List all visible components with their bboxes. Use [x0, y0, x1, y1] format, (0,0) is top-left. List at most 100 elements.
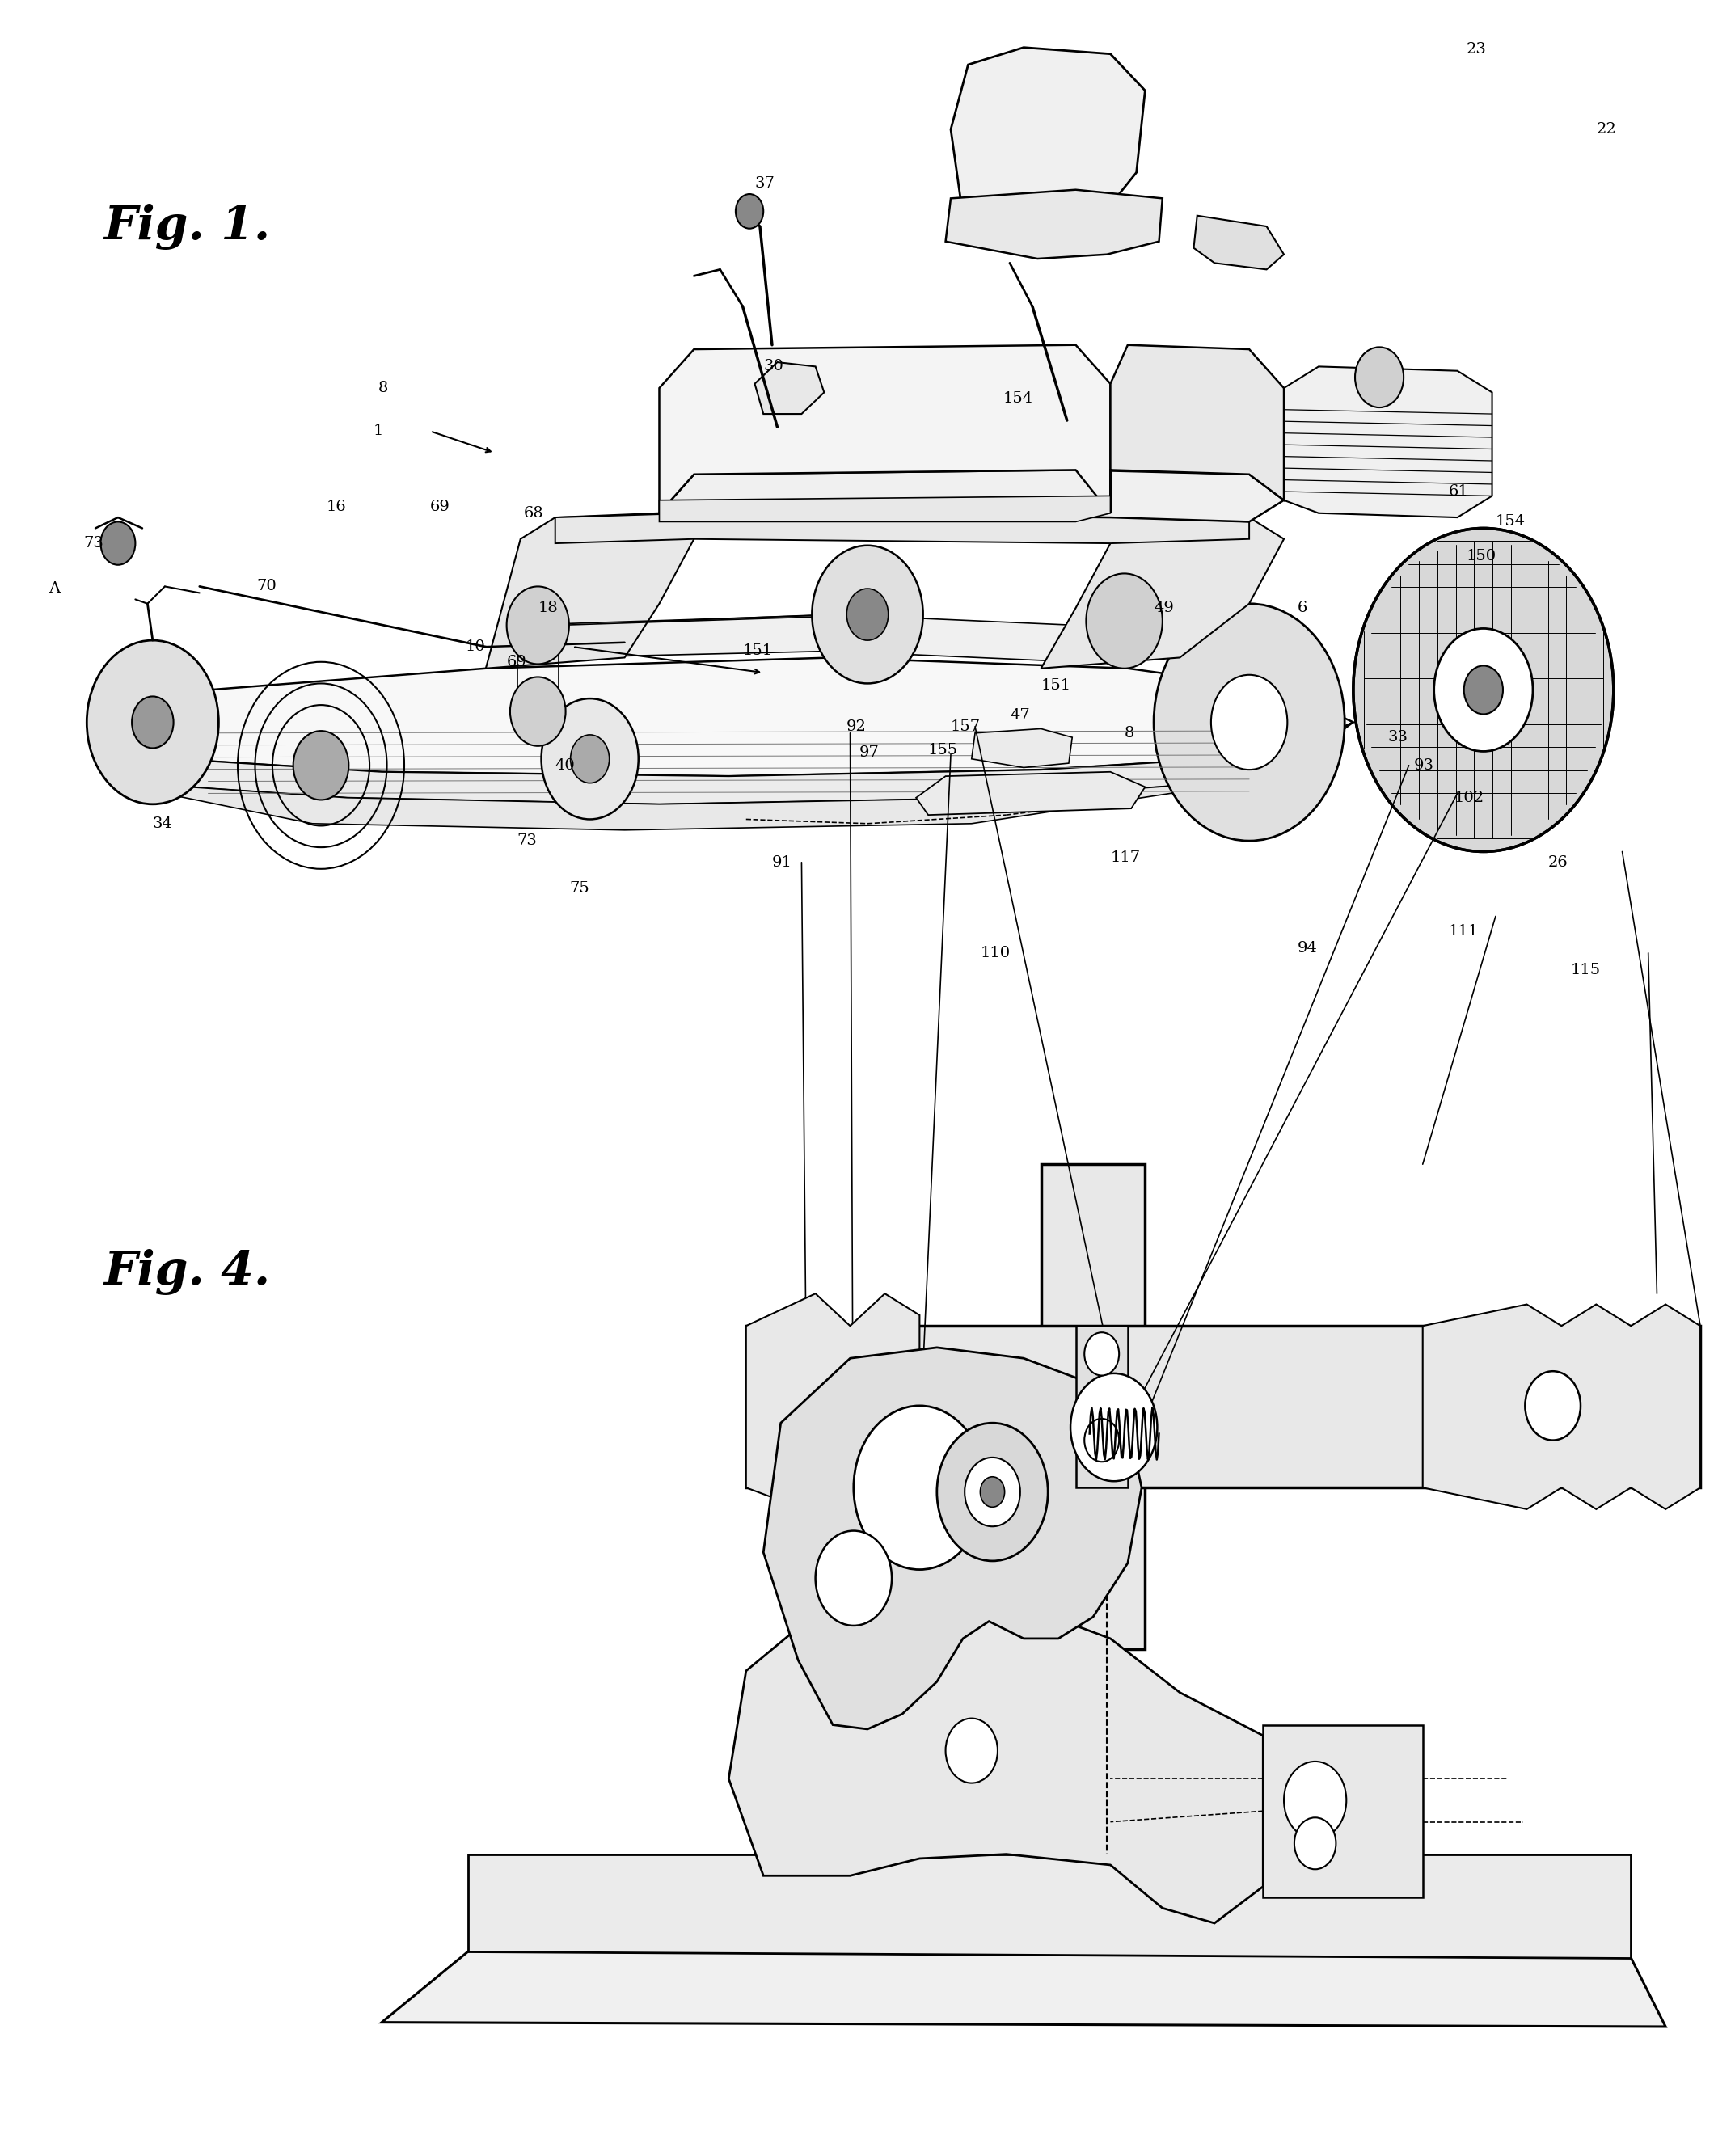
- Text: 151: 151: [743, 645, 772, 658]
- Text: 26: 26: [1548, 856, 1568, 869]
- Text: 37: 37: [755, 177, 776, 190]
- Polygon shape: [139, 658, 1353, 776]
- Circle shape: [132, 696, 174, 748]
- Circle shape: [965, 1457, 1020, 1526]
- Circle shape: [946, 1718, 998, 1783]
- Polygon shape: [555, 513, 1249, 543]
- Text: 75: 75: [569, 882, 590, 895]
- Polygon shape: [1284, 367, 1492, 517]
- Text: 111: 111: [1449, 925, 1478, 938]
- Text: 49: 49: [1154, 602, 1175, 614]
- Circle shape: [1284, 1761, 1346, 1839]
- Circle shape: [507, 586, 569, 664]
- Text: 115: 115: [1570, 964, 1600, 977]
- Polygon shape: [746, 1294, 920, 1514]
- Polygon shape: [1076, 1326, 1128, 1488]
- Circle shape: [854, 1406, 985, 1570]
- Text: 102: 102: [1454, 791, 1483, 804]
- Text: 157: 157: [951, 720, 980, 733]
- Text: 23: 23: [1466, 43, 1487, 56]
- Polygon shape: [763, 1348, 1142, 1729]
- Polygon shape: [382, 1951, 1666, 2027]
- Circle shape: [812, 545, 923, 683]
- Text: 92: 92: [847, 720, 868, 733]
- Polygon shape: [951, 47, 1145, 216]
- Text: 30: 30: [763, 360, 784, 373]
- Circle shape: [1084, 1419, 1119, 1462]
- Circle shape: [541, 699, 638, 819]
- Circle shape: [1211, 675, 1287, 770]
- Circle shape: [1353, 528, 1614, 852]
- Polygon shape: [121, 748, 1319, 830]
- Circle shape: [1433, 630, 1534, 750]
- Text: 16: 16: [326, 500, 347, 513]
- Text: A: A: [49, 582, 61, 595]
- Text: 150: 150: [1466, 550, 1496, 563]
- Polygon shape: [1263, 1725, 1423, 1897]
- Text: 1: 1: [373, 425, 383, 438]
- Polygon shape: [659, 496, 1110, 522]
- Circle shape: [571, 735, 609, 783]
- Polygon shape: [729, 1595, 1263, 1923]
- Text: 8: 8: [1124, 727, 1135, 740]
- Circle shape: [87, 640, 219, 804]
- Polygon shape: [755, 362, 824, 414]
- Polygon shape: [1041, 517, 1284, 668]
- Polygon shape: [121, 722, 1353, 804]
- Polygon shape: [1194, 216, 1284, 270]
- Polygon shape: [916, 772, 1145, 815]
- Circle shape: [1294, 1818, 1336, 1869]
- Text: 69: 69: [507, 655, 527, 668]
- Text: 40: 40: [555, 759, 576, 772]
- Polygon shape: [1110, 345, 1284, 513]
- Text: 110: 110: [980, 946, 1010, 959]
- Polygon shape: [746, 1326, 1700, 1488]
- Circle shape: [510, 677, 566, 746]
- Polygon shape: [1423, 1304, 1700, 1509]
- Polygon shape: [659, 470, 1284, 522]
- Text: 93: 93: [1414, 759, 1435, 772]
- Text: 69: 69: [430, 500, 451, 513]
- Text: 73: 73: [83, 537, 104, 550]
- Text: 18: 18: [538, 602, 559, 614]
- Polygon shape: [946, 190, 1162, 259]
- Text: 91: 91: [772, 856, 793, 869]
- Polygon shape: [486, 513, 694, 668]
- Polygon shape: [1041, 1164, 1145, 1649]
- Text: 47: 47: [1010, 709, 1031, 722]
- Text: 155: 155: [928, 744, 958, 757]
- Circle shape: [937, 1423, 1048, 1561]
- Circle shape: [980, 1477, 1005, 1507]
- Text: 10: 10: [465, 640, 486, 653]
- Circle shape: [815, 1531, 892, 1626]
- Text: 68: 68: [524, 507, 545, 520]
- Text: Fig. 4.: Fig. 4.: [104, 1248, 271, 1296]
- Text: 73: 73: [517, 834, 538, 847]
- Circle shape: [736, 194, 763, 229]
- Polygon shape: [468, 1854, 1631, 1958]
- Circle shape: [1154, 604, 1345, 841]
- Text: 94: 94: [1298, 942, 1319, 955]
- Text: Fig. 1.: Fig. 1.: [104, 203, 271, 250]
- Circle shape: [847, 589, 888, 640]
- Text: 61: 61: [1449, 485, 1470, 498]
- Polygon shape: [972, 729, 1072, 768]
- Circle shape: [1525, 1371, 1581, 1440]
- Text: 6: 6: [1298, 602, 1308, 614]
- Text: 34: 34: [153, 817, 174, 830]
- Text: 151: 151: [1041, 679, 1070, 692]
- Circle shape: [1086, 573, 1162, 668]
- Polygon shape: [520, 614, 1110, 662]
- Text: 22: 22: [1596, 123, 1617, 136]
- Circle shape: [1084, 1332, 1119, 1376]
- Text: 154: 154: [1496, 515, 1525, 528]
- Text: 97: 97: [859, 746, 880, 759]
- Circle shape: [1070, 1373, 1157, 1481]
- Text: 70: 70: [257, 580, 278, 593]
- Text: 8: 8: [378, 382, 389, 395]
- Circle shape: [101, 522, 135, 565]
- Text: 117: 117: [1110, 852, 1140, 865]
- Text: 154: 154: [1003, 392, 1032, 405]
- Polygon shape: [659, 345, 1110, 513]
- Text: 33: 33: [1388, 731, 1409, 744]
